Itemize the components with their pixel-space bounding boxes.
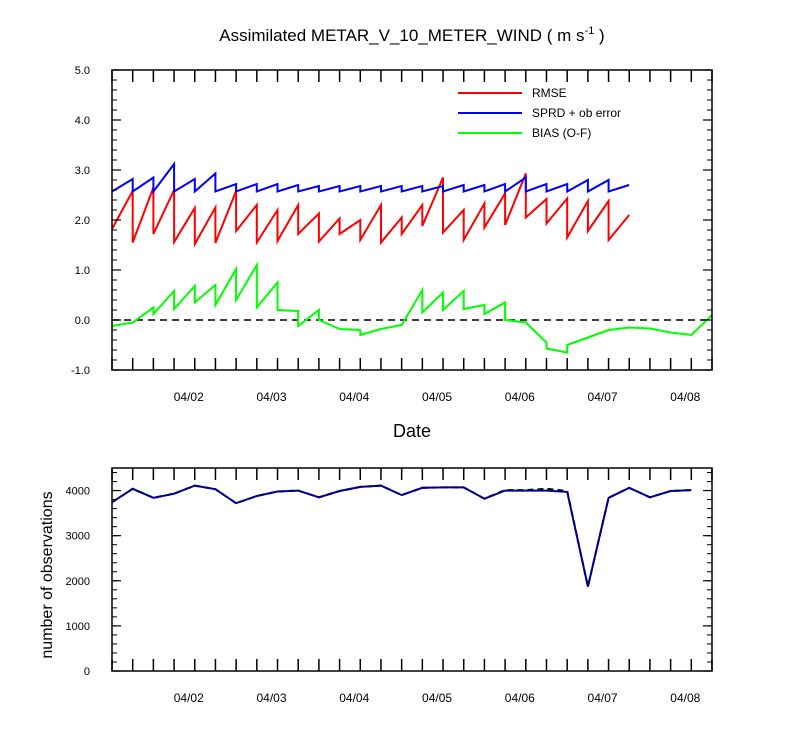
x-tick-label: 04/03 [257, 390, 287, 404]
y-tick-label: 1000 [66, 621, 90, 633]
x-tick-label: 04/06 [505, 691, 535, 705]
x-tick-label: 04/05 [422, 691, 452, 705]
y-tick-label: 4000 [66, 486, 90, 498]
x-tick-label: 04/04 [339, 691, 369, 705]
y-tick-label: 4.0 [75, 115, 90, 127]
bottom-plot: 0 1000 2000 3000 4000 04/02 04/03 04/04 04/05 04/… [39, 467, 713, 705]
legend-label: RMSE [532, 86, 567, 100]
top-x-axis-label: Date [393, 421, 431, 441]
x-tick-label: 04/08 [670, 390, 700, 404]
x-tick-label: 04/07 [588, 390, 618, 404]
bottom-y-axis-label: number of observations [39, 491, 56, 658]
chart-title-end: ) [594, 26, 604, 45]
y-tick-label: 0 [84, 666, 90, 678]
y-tick-label: 0.0 [75, 315, 90, 327]
x-tick-label: 04/03 [257, 691, 287, 705]
bottom-plot-series [112, 484, 692, 587]
legend: RMSE SPRD + ob error BIAS (O-F) [458, 86, 621, 140]
top-plot-series [112, 161, 712, 354]
x-tick-label: 04/02 [174, 390, 204, 404]
legend-label: SPRD + ob error [532, 106, 621, 120]
series-line-0-0 [112, 173, 630, 248]
y-tick-label: 3000 [66, 531, 90, 543]
y-tick-label: 2.0 [75, 215, 90, 227]
legend-label: BIAS (O-F) [532, 126, 591, 140]
y-tick-label: 1.0 [75, 265, 90, 277]
y-tick-label: 5.0 [75, 65, 90, 77]
top-plot-ticks: -1.0 0.0 1.0 2.0 3.0 4.0 5.0 04/02 04/03 04/04 04/… [71, 65, 713, 404]
x-tick-label: 04/08 [670, 691, 700, 705]
y-tick-label: 2000 [66, 576, 90, 588]
y-tick-label: 3.0 [75, 165, 90, 177]
series-line-1-1 [112, 484, 692, 587]
x-tick-label: 04/02 [174, 691, 204, 705]
x-tick-label: 04/05 [422, 390, 452, 404]
bottom-plot-frame [111, 467, 713, 672]
y-tick-label: -1.0 [71, 365, 90, 377]
x-tick-label: 04/06 [505, 390, 535, 404]
x-tick-label: 04/04 [339, 390, 369, 404]
chart-title-main: Assimilated METAR_V_10_METER_WIND ( m s [219, 26, 584, 45]
top-plot: -1.0 0.0 1.0 2.0 3.0 4.0 5.0 04/02 04/03 04/04 04/… [71, 65, 713, 441]
x-tick-label: 04/07 [588, 691, 618, 705]
chart-title: Assimilated METAR_V_10_METER_WIND ( m s-… [219, 25, 604, 45]
bottom-plot-ticks: 0 1000 2000 3000 4000 04/02 04/03 04/04 04/05 04/… [66, 468, 713, 705]
series-line-0-2 [112, 261, 712, 354]
series-line-0-1 [112, 161, 630, 195]
series-line-1-0 [112, 484, 692, 587]
chart-title-sup: -1 [585, 25, 595, 37]
